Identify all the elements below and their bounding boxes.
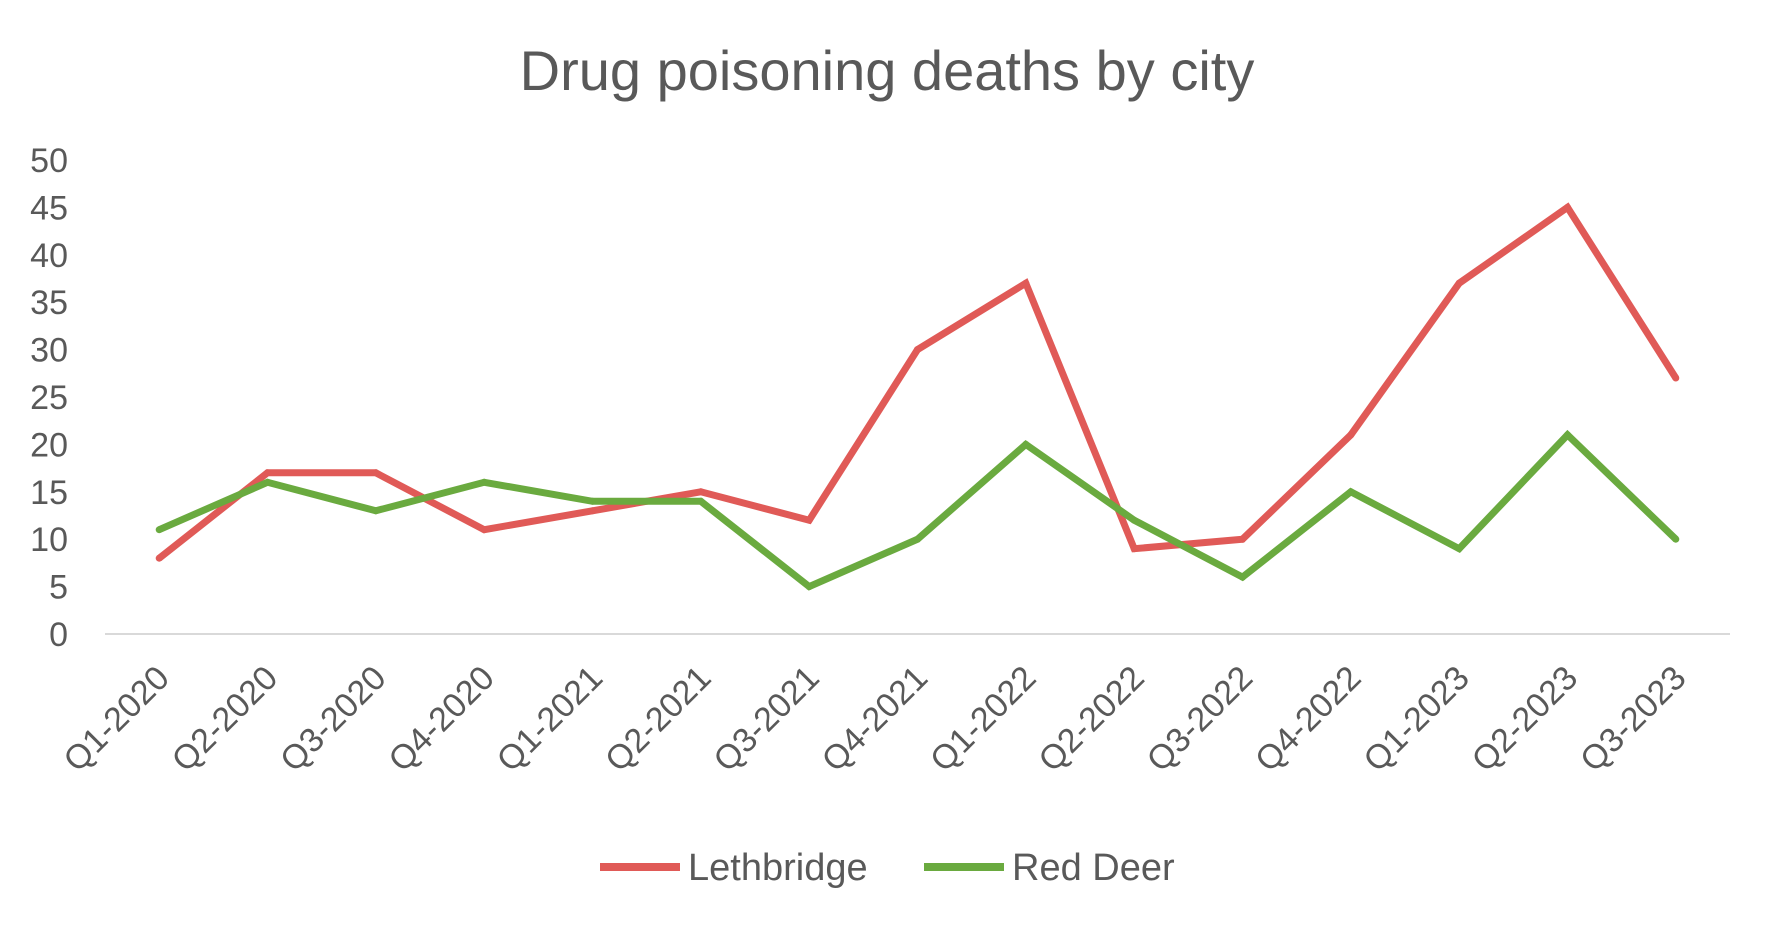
data-point-red-deer [1347, 488, 1355, 496]
data-point-lethbridge [697, 488, 705, 496]
data-point-red-deer [697, 497, 705, 505]
x-tick-label: Q1-2023 [1356, 659, 1476, 779]
y-tick-label: 25 [30, 379, 68, 417]
x-tick-label: Q4-2021 [815, 659, 935, 779]
x-tick-label: Q1-2020 [56, 659, 176, 779]
y-axis: 0 5 10 15 20 25 30 35 40 45 50 [30, 142, 68, 654]
data-point-lethbridge [480, 526, 488, 534]
legend-label: Red Deer [1012, 847, 1175, 889]
data-point-red-deer [914, 535, 921, 543]
data-point-red-deer [1239, 573, 1246, 581]
x-tick-label: Q3-2023 [1573, 659, 1693, 779]
x-tick-label: Q3-2020 [273, 659, 393, 779]
x-tick-label: Q3-2022 [1140, 659, 1260, 779]
series-line-red-deer [157, 429, 1679, 591]
data-point-red-deer [264, 478, 271, 486]
x-tick-label: Q3-2021 [706, 659, 826, 779]
data-point-red-deer [1672, 535, 1680, 543]
x-axis: Q1-2020Q2-2020Q3-2020Q4-2020Q1-2021Q2-20… [56, 659, 1693, 779]
y-tick-label: 20 [30, 426, 68, 464]
y-tick-label: 40 [30, 237, 68, 275]
data-point-red-deer [589, 497, 596, 505]
x-tick-label: Q4-2022 [1248, 659, 1368, 779]
data-point-red-deer [1130, 516, 1138, 524]
x-tick-label: Q1-2022 [923, 659, 1043, 779]
data-point-red-deer [1022, 440, 1030, 448]
y-tick-label: 50 [30, 142, 68, 180]
x-tick-label: Q1-2021 [490, 659, 610, 779]
data-point-lethbridge [1239, 535, 1246, 543]
data-point-lethbridge [805, 516, 813, 524]
data-point-red-deer [1564, 431, 1571, 439]
y-tick-label: 15 [30, 474, 68, 512]
data-point-lethbridge [264, 469, 271, 477]
series-group [155, 202, 1680, 591]
x-tick-label: Q2-2021 [598, 659, 718, 779]
data-point-lethbridge [372, 469, 380, 477]
chart-title: Drug poisoning deaths by city [520, 39, 1255, 102]
data-point-lethbridge [155, 554, 163, 562]
data-point-lethbridge [1022, 279, 1030, 287]
y-tick-label: 45 [30, 189, 68, 227]
x-tick-label: Q2-2022 [1031, 659, 1151, 779]
y-tick-label: 35 [30, 284, 68, 322]
data-point-lethbridge [1130, 545, 1138, 553]
data-point-lethbridge [914, 346, 921, 354]
data-point-red-deer [372, 507, 380, 515]
data-point-red-deer [1455, 545, 1463, 553]
y-tick-label: 30 [30, 332, 68, 370]
data-point-red-deer [155, 526, 163, 534]
x-tick-label: Q2-2023 [1465, 659, 1585, 779]
y-tick-label: 5 [49, 569, 68, 607]
y-tick-label: 0 [49, 616, 68, 654]
data-point-lethbridge [1455, 279, 1463, 287]
x-tick-label: Q4-2020 [381, 659, 501, 779]
y-tick-label: 10 [30, 521, 68, 559]
legend-label: Lethbridge [688, 847, 868, 889]
data-point-lethbridge [1564, 203, 1571, 211]
data-point-red-deer [480, 478, 488, 486]
data-point-lethbridge [1672, 374, 1680, 382]
data-point-lethbridge [1347, 431, 1355, 439]
data-point-red-deer [805, 583, 813, 591]
legend: Lethbridge Red Deer [600, 847, 1175, 889]
x-tick-label: Q2-2020 [165, 659, 285, 779]
data-point-lethbridge [589, 507, 596, 515]
